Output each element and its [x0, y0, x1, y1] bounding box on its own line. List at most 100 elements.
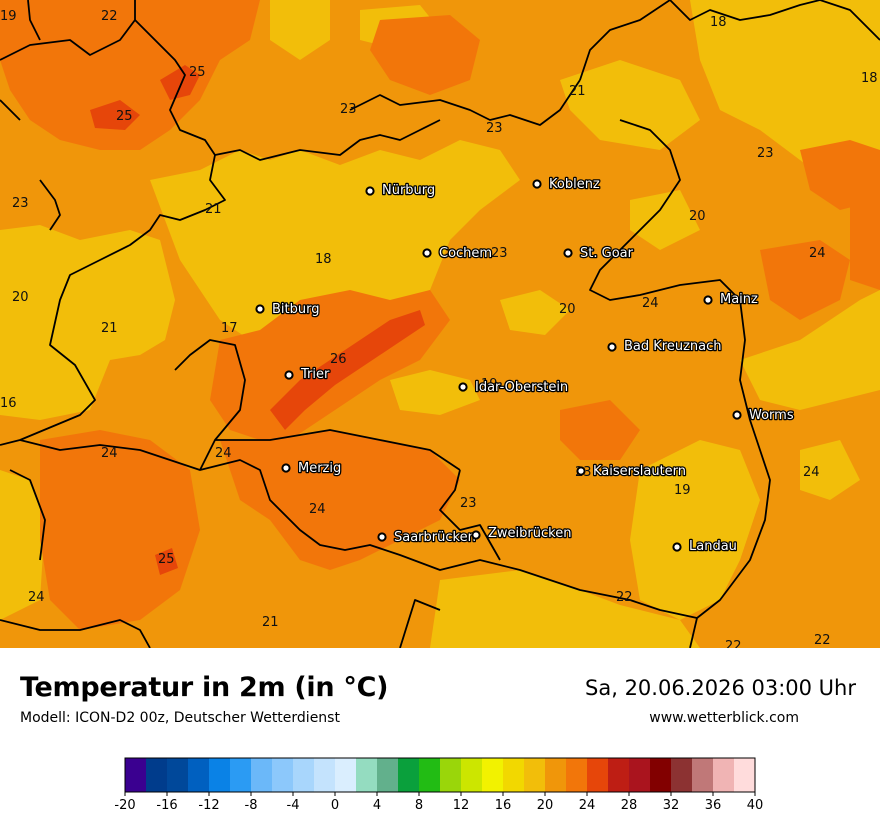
scale-tick-label: 28: [621, 798, 638, 813]
color-swatch: [230, 758, 252, 792]
city-zweibruecken[interactable]: Zweibrücken: [471, 525, 573, 542]
color-swatch: [713, 758, 735, 792]
city-mainz[interactable]: Mainz: [703, 291, 759, 308]
temp-label: 22: [725, 639, 742, 648]
city-label: Landau: [689, 539, 737, 554]
temp-label: 17: [221, 321, 238, 336]
color-swatch: [566, 758, 588, 792]
color-swatch: [692, 758, 714, 792]
city-st-goar[interactable]: St. Goar: [563, 245, 635, 262]
city-worms[interactable]: Worms: [732, 407, 795, 424]
temp-label: 23: [757, 146, 774, 161]
city-dot: [672, 542, 682, 552]
color-swatch: [482, 758, 504, 792]
temp-label: 24: [309, 502, 326, 517]
color-swatch: [125, 758, 147, 792]
city-label: Zweibrücken: [488, 526, 571, 541]
city-label: Saarbrücken: [394, 530, 476, 545]
color-swatch: [587, 758, 609, 792]
color-swatch: [209, 758, 231, 792]
scale-tick-label: 36: [705, 798, 722, 813]
city-bitburg[interactable]: Bitburg: [255, 301, 321, 318]
city-dot: [576, 466, 586, 476]
city-label: St. Goar: [580, 246, 634, 261]
temp-label: 19: [0, 9, 17, 24]
city-cochem[interactable]: Cochem: [422, 245, 493, 262]
city-koblenz[interactable]: Koblenz: [532, 176, 601, 193]
city-dot: [255, 304, 265, 314]
city-dot: [471, 530, 481, 540]
city-nuerburg[interactable]: Nürburg: [365, 182, 436, 199]
city-label: Nürburg: [382, 183, 435, 198]
city-saarbruecken[interactable]: Saarbrücken: [377, 529, 477, 546]
temp-label: 16: [0, 396, 17, 411]
scale-tick-label: 4: [373, 798, 381, 813]
color-swatch: [419, 758, 441, 792]
temperature-zones-cool: [0, 0, 880, 648]
city-label: Bitburg: [272, 302, 320, 317]
temp-label: 23: [340, 102, 357, 117]
model-info: Modell: ICON-D2 00z, Deutscher Wetterdie…: [20, 710, 340, 726]
temp-label: 18: [710, 15, 727, 30]
color-swatch: [377, 758, 399, 792]
city-kaiserslautern[interactable]: Kaiserslautern: [576, 463, 687, 480]
map-title: Temperatur in 2m (in °C): [20, 672, 389, 703]
city-label: Kaiserslautern: [593, 464, 686, 479]
scale-tick-label: -16: [156, 798, 177, 813]
city-dot: [532, 179, 542, 189]
color-scale-legend: -20 -16 -12 -8 -4 0 4 8 12 16 20 24 28 32 36 40: [114, 757, 763, 813]
city-markers: Nürburg Koblenz Cochem St. Goar Bitburg …: [255, 176, 795, 555]
temp-label: 19: [674, 483, 691, 498]
city-dot: [563, 248, 573, 258]
color-swatch: [356, 758, 378, 792]
temp-label: 21: [101, 321, 118, 336]
scale-tick-label: 32: [663, 798, 680, 813]
temperature-value-labels: 22 19 18 25 25 23 21 18 23 23 23 21 20 2…: [0, 9, 878, 648]
city-label: Koblenz: [549, 177, 600, 192]
scale-tick-label: 20: [537, 798, 554, 813]
city-dot: [284, 370, 294, 380]
city-landau[interactable]: Landau: [672, 538, 738, 555]
scale-tick-label: -12: [198, 798, 219, 813]
city-dot: [458, 382, 468, 392]
temp-label: 24: [28, 590, 45, 605]
city-dot: [703, 295, 713, 305]
temp-label: 23: [460, 496, 477, 511]
temp-label: 20: [559, 302, 576, 317]
scale-tick-label: 0: [331, 798, 339, 813]
temp-label: 20: [689, 209, 706, 224]
color-swatch: [440, 758, 462, 792]
temp-label: 24: [809, 246, 826, 261]
city-label: Bad Kreuznach: [624, 339, 722, 354]
city-dot: [422, 248, 432, 258]
temp-label: 25: [158, 552, 175, 567]
scale-tick-label: 8: [415, 798, 423, 813]
temp-label: 24: [642, 296, 659, 311]
color-scale-swatches: [125, 758, 756, 792]
temp-label: 19: [481, 377, 498, 392]
city-trier[interactable]: Trier: [284, 366, 331, 383]
city-label: Merzig: [298, 461, 341, 476]
scale-tick-label: 16: [495, 798, 512, 813]
city-idar-oberstein[interactable]: Idar-Oberstein: [458, 379, 569, 396]
color-swatch: [146, 758, 168, 792]
temp-label: 22: [814, 633, 831, 648]
color-swatch: [545, 758, 567, 792]
website-link[interactable]: www.wetterblick.com: [649, 710, 799, 726]
city-dot: [607, 342, 617, 352]
color-swatch: [734, 758, 756, 792]
city-dot: [365, 186, 375, 196]
city-bad-kreuznach[interactable]: Bad Kreuznach: [607, 338, 723, 355]
city-label: Mainz: [720, 292, 758, 307]
state-boundaries: [0, 0, 880, 648]
city-dot: [732, 410, 742, 420]
temp-label: 21: [205, 202, 222, 217]
color-scale-ticks: -20 -16 -12 -8 -4 0 4 8 12 16 20 24 28 32 36 40: [114, 792, 763, 813]
city-dot: [281, 463, 291, 473]
city-merzig[interactable]: Merzig: [281, 460, 343, 477]
color-swatch: [650, 758, 672, 792]
city-dot: [377, 532, 387, 542]
color-swatch: [272, 758, 294, 792]
temp-label: 24: [803, 465, 820, 480]
color-swatch: [524, 758, 546, 792]
